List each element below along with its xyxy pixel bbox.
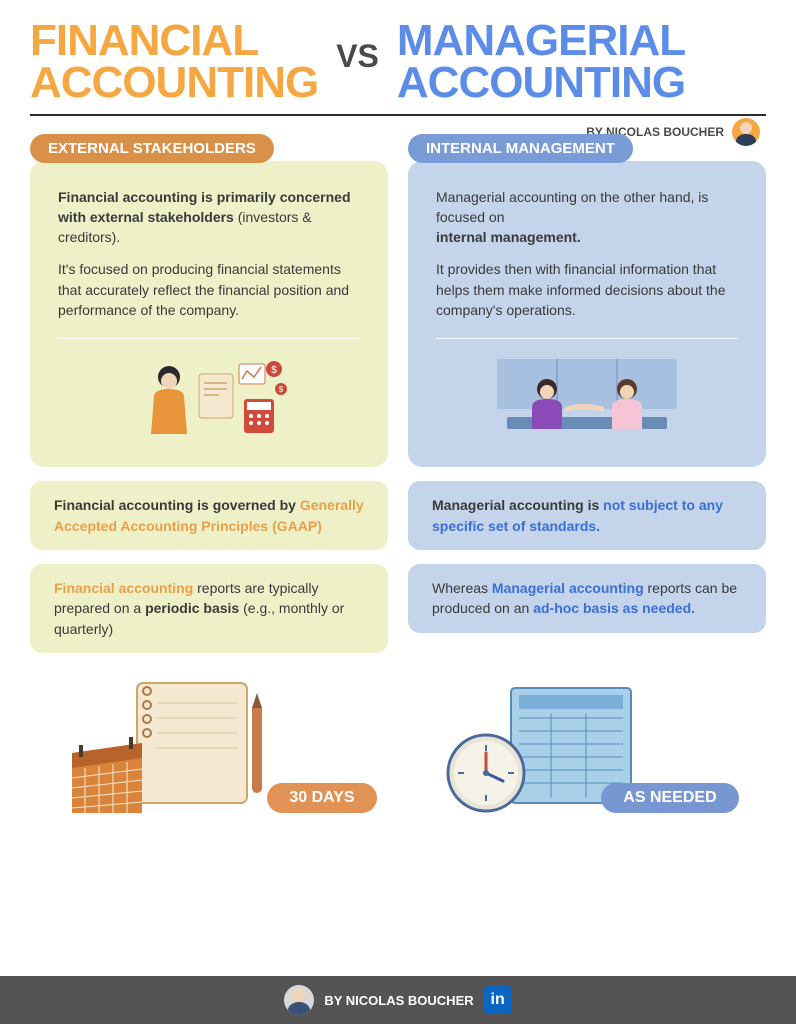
financial-panel-text: Financial accounting is primarily concer… xyxy=(58,187,360,333)
financial-panel: Financial accounting is primarily concer… xyxy=(30,161,388,468)
author-avatar-icon xyxy=(732,118,760,146)
bottom-illustrations: 30 DAYS AS NEEDED xyxy=(0,653,796,823)
financial-column: EXTERNAL STAKEHOLDERS Financial accounti… xyxy=(30,134,388,653)
panel-divider xyxy=(436,338,738,339)
footer-avatar-icon xyxy=(284,985,314,1015)
vs-label: VS xyxy=(336,38,379,75)
comparison-columns: EXTERNAL STAKEHOLDERS Financial accounti… xyxy=(0,116,796,653)
linkedin-icon[interactable]: in xyxy=(484,986,512,1014)
accountant-illustration: $ $ xyxy=(58,349,360,449)
standards-card: Managerial accounting is not subject to … xyxy=(408,481,766,550)
thirty-days-pill: 30 DAYS xyxy=(267,783,376,813)
svg-text:$: $ xyxy=(279,385,284,394)
title-managerial: MANAGERIAL ACCOUNTING xyxy=(397,20,685,104)
clock-illustration: AS NEEDED xyxy=(431,673,738,823)
internal-management-badge: INTERNAL MANAGEMENT xyxy=(408,134,633,163)
as-needed-pill: AS NEEDED xyxy=(601,783,738,813)
external-stakeholders-badge: EXTERNAL STAKEHOLDERS xyxy=(30,134,274,163)
gaap-card: Financial accounting is governed by Gene… xyxy=(30,481,388,550)
panel-divider xyxy=(58,338,360,339)
calendar-illustration: 30 DAYS xyxy=(57,673,376,823)
managerial-column: INTERNAL MANAGEMENT Managerial accountin… xyxy=(408,134,766,653)
meeting-illustration xyxy=(436,349,738,449)
periodic-card: Financial accounting reports are typical… xyxy=(30,564,388,653)
header: FINANCIAL ACCOUNTING VS MANAGERIAL ACCOU… xyxy=(0,0,796,114)
footer-byline: BY NICOLAS BOUCHER xyxy=(324,993,473,1008)
title-financial: FINANCIAL ACCOUNTING xyxy=(30,20,318,104)
svg-text:$: $ xyxy=(271,365,277,376)
footer: BY NICOLAS BOUCHER in xyxy=(0,976,796,1024)
adhoc-card: Whereas Managerial accounting reports ca… xyxy=(408,564,766,633)
managerial-panel-text: Managerial accounting on the other hand,… xyxy=(436,187,738,333)
managerial-panel: Managerial accounting on the other hand,… xyxy=(408,161,766,468)
